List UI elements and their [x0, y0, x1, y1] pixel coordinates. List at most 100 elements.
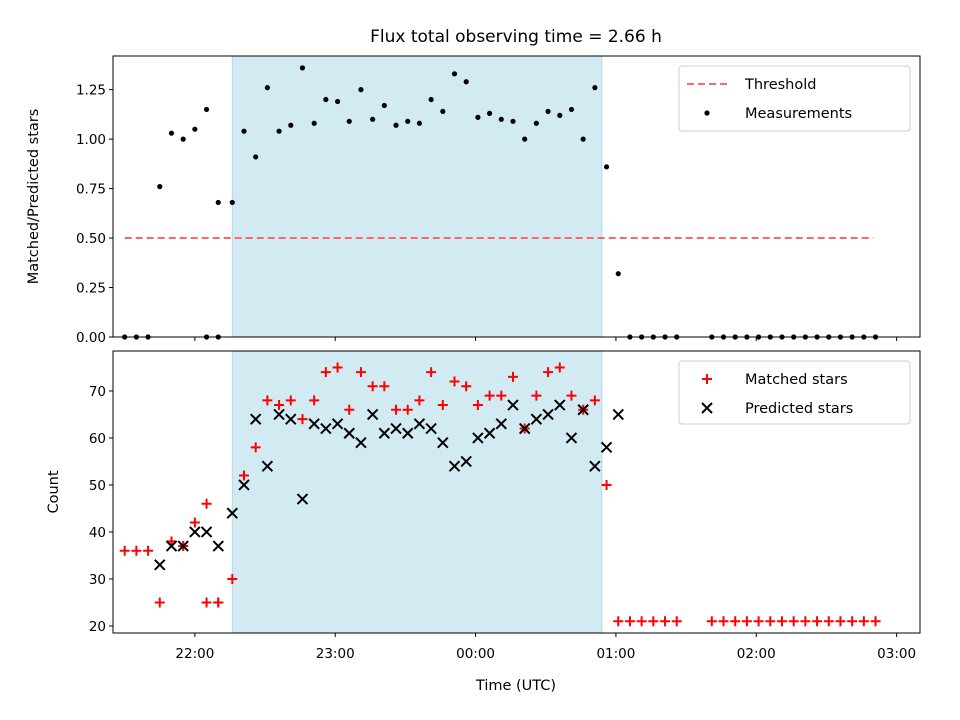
data-point: [334, 98, 341, 105]
data-point: [355, 436, 367, 449]
data-point: [355, 367, 366, 378]
data-point: [154, 559, 166, 571]
series-matched-stars: [119, 362, 881, 627]
legend: Threshold Measurements: [678, 65, 911, 132]
data-point: [370, 116, 376, 122]
data-point: [648, 616, 659, 627]
data-point: [510, 118, 516, 124]
data-point: [323, 96, 329, 103]
x-tick-label: 02:00: [737, 646, 776, 662]
x-tick-label: 03:00: [877, 646, 916, 662]
data-point: [414, 395, 425, 406]
data-point: [238, 479, 250, 491]
data-point: [358, 87, 364, 93]
data-point: [835, 616, 846, 627]
data-point: [425, 422, 437, 435]
data-point: [440, 108, 446, 115]
data-point: [131, 545, 142, 556]
observing-span: [231, 55, 603, 338]
data-point: [460, 455, 472, 468]
data-point: [261, 460, 274, 472]
data-point: [847, 616, 858, 627]
data-point: [507, 371, 518, 382]
legend-label: Predicted stars: [745, 401, 853, 417]
data-point: [177, 540, 189, 552]
data-point: [557, 112, 563, 118]
x-axis-label: Time (UTC): [475, 678, 556, 694]
legend-swatch: [704, 110, 710, 116]
data-point: [241, 128, 247, 134]
data-point: [603, 164, 610, 170]
data-point: [498, 116, 504, 122]
data-point: [496, 390, 507, 401]
y-axis-label: Matched/Predicted stars: [26, 109, 42, 285]
data-point: [189, 517, 200, 528]
data-point: [449, 376, 460, 387]
plot-frame: [112, 350, 921, 634]
data-point: [393, 122, 399, 128]
chart-title: Flux total observing time = 2.66 h: [370, 27, 662, 47]
data-point: [288, 122, 294, 128]
data-point: [753, 616, 764, 627]
data-point: [320, 367, 331, 378]
data-point: [484, 390, 495, 401]
data-point: [545, 108, 551, 115]
data-point: [344, 404, 355, 415]
data-point: [554, 362, 565, 373]
data-point: [426, 367, 437, 378]
data-point: [613, 616, 624, 627]
data-point: [297, 414, 308, 425]
data-point: [580, 136, 586, 142]
data-point: [636, 616, 647, 627]
data-point: [253, 154, 259, 160]
data-point: [215, 199, 221, 206]
data-point: [379, 381, 390, 392]
data-point: [332, 362, 343, 373]
data-point: [201, 597, 212, 608]
y-tick-label: 30: [89, 572, 106, 588]
data-point: [213, 597, 224, 608]
data-point: [250, 442, 261, 453]
data-point: [495, 418, 508, 430]
data-point: [589, 395, 600, 406]
data-point: [346, 118, 352, 124]
data-point: [542, 408, 554, 421]
data-point: [568, 106, 575, 113]
y-tick-label: 50: [89, 478, 106, 494]
data-point: [390, 422, 402, 435]
data-point: [660, 616, 671, 627]
x-tick-label: 01:00: [596, 646, 635, 662]
data-point: [522, 136, 528, 142]
observing-span: [231, 350, 603, 634]
data-point: [227, 573, 238, 584]
data-point: [201, 498, 212, 509]
data-point: [765, 616, 776, 627]
data-point: [285, 413, 297, 425]
data-point: [343, 427, 355, 439]
data-point: [461, 381, 472, 392]
data-point: [157, 184, 163, 190]
data-point: [226, 507, 239, 519]
series-predicted-stars: [154, 399, 624, 571]
data-point: [402, 427, 414, 439]
data-point: [428, 96, 434, 103]
data-point: [870, 616, 881, 627]
y-tick-label: 0.50: [76, 231, 106, 247]
data-point: [413, 418, 426, 430]
data-point: [776, 616, 787, 627]
y-tick-label: 1.00: [76, 132, 106, 148]
data-point: [624, 616, 635, 627]
data-point: [402, 404, 413, 415]
data-point: [741, 616, 752, 627]
data-point: [706, 616, 717, 627]
data-point: [518, 422, 531, 435]
data-point: [812, 616, 823, 627]
data-point: [189, 526, 201, 538]
data-point: [577, 404, 589, 416]
data-point: [451, 71, 458, 77]
legend-box: [678, 65, 911, 132]
data-point: [154, 597, 165, 608]
data-point: [554, 399, 566, 411]
data-point: [229, 199, 235, 206]
legend-label: Matched stars: [745, 372, 848, 388]
